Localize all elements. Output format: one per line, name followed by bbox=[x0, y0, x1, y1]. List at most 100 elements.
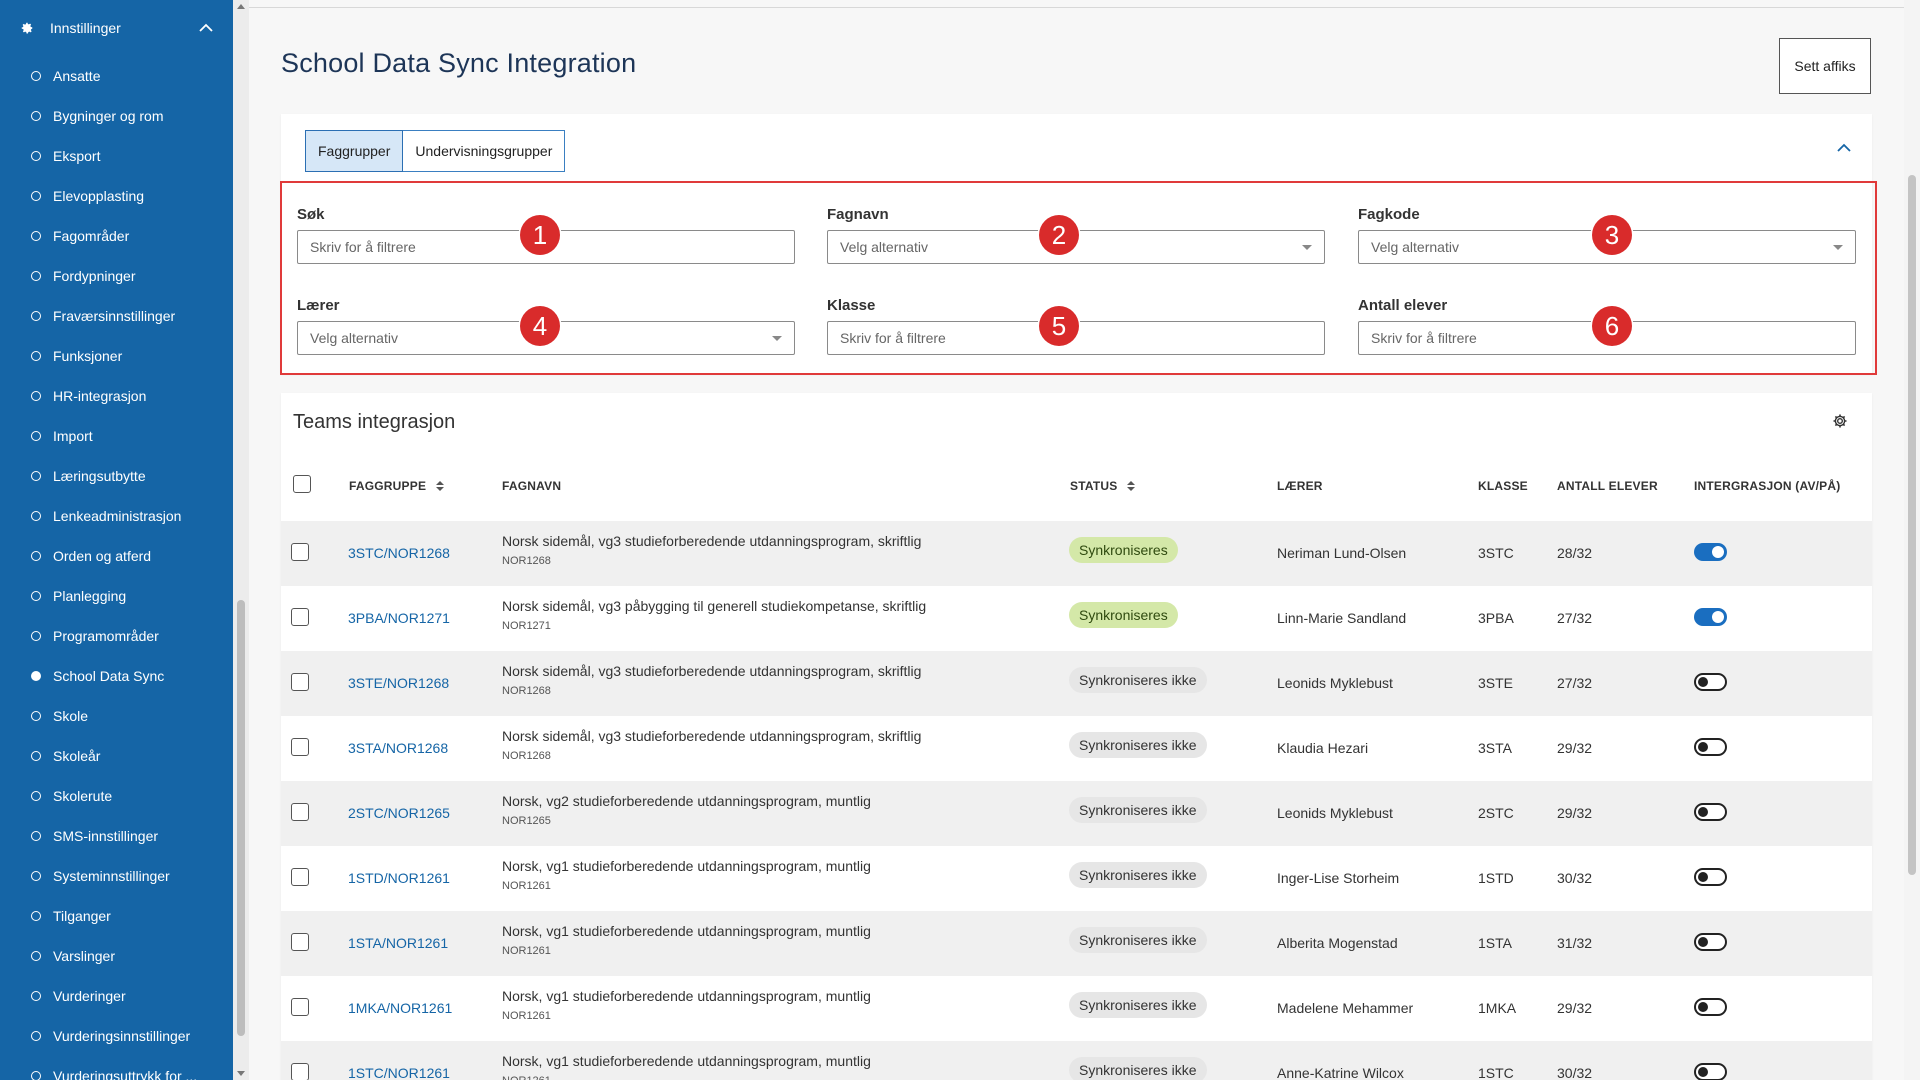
circle-icon bbox=[31, 471, 41, 481]
sidebar-item[interactable]: Eksport bbox=[0, 136, 233, 176]
sidebar-item[interactable]: Varslinger bbox=[0, 936, 233, 976]
sidebar-item[interactable]: Skolerute bbox=[0, 776, 233, 816]
toggle-knob bbox=[1698, 742, 1708, 752]
settings-gear-icon[interactable] bbox=[1832, 413, 1848, 429]
scroll-down-arrow-icon[interactable] bbox=[237, 1071, 245, 1076]
page-scrollbar-thumb[interactable] bbox=[1908, 175, 1916, 875]
sidebar-item[interactable]: Vurderinger bbox=[0, 976, 233, 1016]
sidebar-item[interactable]: Fraværsinnstillinger bbox=[0, 296, 233, 336]
integration-toggle[interactable] bbox=[1694, 738, 1727, 756]
subject-code: NOR1268 bbox=[502, 555, 551, 567]
row-checkbox[interactable] bbox=[291, 738, 309, 756]
teacher-select[interactable]: Velg alternativ bbox=[297, 321, 795, 355]
sidebar-item[interactable]: Vurderingsinnstillinger bbox=[0, 1016, 233, 1056]
gear-icon bbox=[21, 22, 33, 34]
faggruppe-link[interactable]: 3STC/NOR1268 bbox=[348, 545, 450, 561]
sidebar-item[interactable]: Vurderingsuttrykk for ... bbox=[0, 1056, 233, 1080]
caret-down-icon bbox=[1302, 245, 1312, 250]
page-scrollbar[interactable] bbox=[1904, 0, 1920, 1080]
sidebar-item[interactable]: Elevopplasting bbox=[0, 176, 233, 216]
integration-toggle[interactable] bbox=[1694, 868, 1727, 886]
sidebar-item[interactable]: School Data Sync bbox=[0, 656, 233, 696]
faggruppe-link[interactable]: 2STC/NOR1265 bbox=[348, 805, 450, 821]
sidebar-section-header[interactable]: Innstillinger bbox=[0, 0, 233, 56]
sidebar-item[interactable]: Skoleår bbox=[0, 736, 233, 776]
header-antall-elever: ANTALL ELEVER bbox=[1557, 479, 1658, 493]
integration-toggle[interactable] bbox=[1694, 673, 1727, 691]
integration-toggle[interactable] bbox=[1694, 608, 1727, 626]
row-checkbox[interactable] bbox=[291, 933, 309, 951]
row-checkbox[interactable] bbox=[291, 608, 309, 626]
circle-icon bbox=[31, 351, 41, 361]
row-checkbox[interactable] bbox=[291, 998, 309, 1016]
chevron-up-icon[interactable] bbox=[199, 23, 213, 33]
class-name: 2STC bbox=[1478, 805, 1514, 821]
sort-icon[interactable] bbox=[436, 481, 445, 491]
header-faggruppe[interactable]: FAGGRUPPE bbox=[349, 479, 445, 493]
sidebar-item[interactable]: Planlegging bbox=[0, 576, 233, 616]
sidebar-item[interactable]: Fagområder bbox=[0, 216, 233, 256]
chevron-up-icon[interactable] bbox=[1836, 142, 1852, 154]
header-integrasjon: INTERGRASJON (AV/PÅ) bbox=[1694, 479, 1840, 493]
sidebar-item[interactable]: Lenkeadministrasjon bbox=[0, 496, 233, 536]
select-all-checkbox[interactable] bbox=[293, 475, 311, 493]
faggruppe-link[interactable]: 1STD/NOR1261 bbox=[348, 870, 450, 886]
circle-icon bbox=[31, 1031, 41, 1041]
set-affix-button[interactable]: Sett affiks bbox=[1779, 38, 1871, 94]
row-checkbox[interactable] bbox=[291, 543, 309, 561]
class-name: 1MKA bbox=[1478, 1000, 1517, 1016]
table-row: 1MKA/NOR1261 Norsk, vg1 studieforberedend… bbox=[281, 976, 1872, 1041]
status-badge: Synkroniseres ikke bbox=[1069, 992, 1207, 1018]
faggruppe-link[interactable]: 1STC/NOR1261 bbox=[348, 1065, 450, 1080]
sidebar-item[interactable]: Skole bbox=[0, 696, 233, 736]
sidebar-item[interactable]: Funksjoner bbox=[0, 336, 233, 376]
page-title: School Data Sync Integration bbox=[281, 48, 637, 78]
header-status[interactable]: STATUS bbox=[1070, 479, 1136, 493]
integration-toggle[interactable] bbox=[1694, 1063, 1727, 1080]
sidebar-item[interactable]: Bygninger og rom bbox=[0, 96, 233, 136]
table-row: 1STA/NOR1261 Norsk, vg1 studieforberedend… bbox=[281, 911, 1872, 976]
sidebar-item-label: Elevopplasting bbox=[53, 188, 145, 204]
status-badge: Synkroniseres ikke bbox=[1069, 927, 1207, 953]
toggle-knob bbox=[1698, 872, 1708, 882]
circle-icon bbox=[31, 911, 41, 921]
student-count: 30/32 bbox=[1557, 1065, 1593, 1080]
integration-toggle[interactable] bbox=[1694, 543, 1727, 561]
sidebar-scrollbar[interactable] bbox=[233, 0, 249, 1080]
row-checkbox[interactable] bbox=[291, 803, 309, 821]
faggruppe-link[interactable]: 3PBA/NOR1271 bbox=[348, 610, 450, 626]
class-name: 1STC bbox=[1478, 1065, 1514, 1080]
sidebar-item[interactable]: Tilganger bbox=[0, 896, 233, 936]
integration-toggle[interactable] bbox=[1694, 933, 1727, 951]
subject-name-label: Fagnavn bbox=[827, 206, 889, 223]
row-checkbox[interactable] bbox=[291, 868, 309, 886]
sidebar-item[interactable]: Læringsutbytte bbox=[0, 456, 233, 496]
row-checkbox[interactable] bbox=[291, 1063, 309, 1080]
sidebar-item[interactable]: HR-integrasjon bbox=[0, 376, 233, 416]
integration-toggle[interactable] bbox=[1694, 803, 1727, 821]
status-badge: Synkroniseres ikke bbox=[1069, 797, 1207, 823]
tab-faggrupper[interactable]: Faggrupper bbox=[305, 130, 404, 172]
scroll-up-arrow-icon[interactable] bbox=[237, 4, 245, 9]
circle-icon bbox=[31, 111, 41, 121]
faggruppe-link[interactable]: 1STA/NOR1261 bbox=[348, 935, 449, 951]
tab-undervisningsgrupper[interactable]: Undervisningsgrupper bbox=[403, 130, 566, 172]
sidebar-item[interactable]: Ansatte bbox=[0, 56, 233, 96]
sidebar-item[interactable]: Fordypninger bbox=[0, 256, 233, 296]
sidebar-item[interactable]: Import bbox=[0, 416, 233, 456]
faggruppe-link[interactable]: 3STE/NOR1268 bbox=[348, 675, 450, 691]
sidebar-item-label: Vurderinger bbox=[53, 988, 126, 1004]
sort-icon[interactable] bbox=[1127, 481, 1136, 491]
row-checkbox[interactable] bbox=[291, 673, 309, 691]
faggruppe-link[interactable]: 3STA/NOR1268 bbox=[348, 740, 449, 756]
class-name: 1STD bbox=[1478, 870, 1514, 886]
integration-toggle[interactable] bbox=[1694, 998, 1727, 1016]
status-badge: Synkroniseres bbox=[1069, 537, 1178, 563]
sidebar-item[interactable]: Systeminnstillinger bbox=[0, 856, 233, 896]
sidebar-item[interactable]: Orden og atferd bbox=[0, 536, 233, 576]
header-klasse: KLASSE bbox=[1478, 479, 1528, 493]
faggruppe-link[interactable]: 1MKA/NOR1261 bbox=[348, 1000, 453, 1016]
sidebar-scrollbar-thumb[interactable] bbox=[237, 600, 245, 1036]
sidebar-item[interactable]: Programområder bbox=[0, 616, 233, 656]
sidebar-item[interactable]: SMS-innstillinger bbox=[0, 816, 233, 856]
